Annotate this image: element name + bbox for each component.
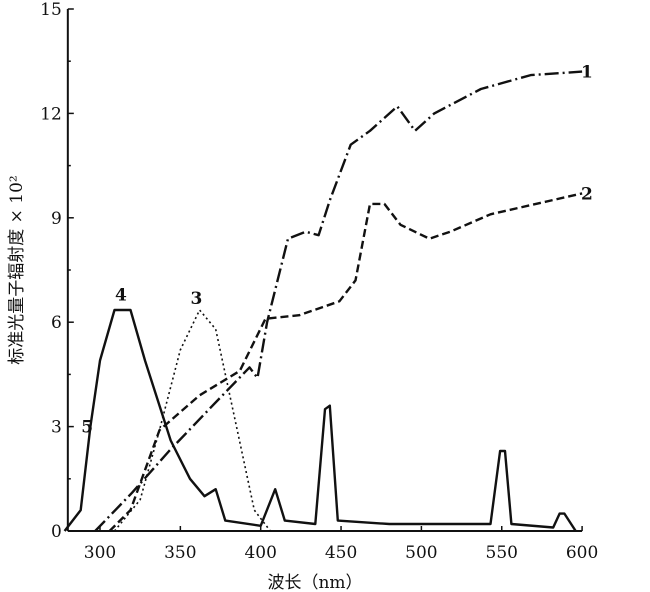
x-tick-label: 550 — [486, 543, 518, 563]
x-tick-label: 500 — [405, 543, 437, 563]
y-tick-label: 0 — [51, 522, 62, 542]
series-3-line — [113, 309, 271, 532]
curve-label-4: 4 — [115, 285, 127, 305]
x-axis-label: 波长（nm） — [267, 573, 362, 592]
curve-label-5: 5 — [81, 418, 93, 438]
series-1-line — [94, 70, 583, 532]
y-tick-label: 3 — [51, 418, 62, 438]
series-group — [63, 70, 583, 532]
x-tick-label: 600 — [566, 543, 598, 563]
series-4-line — [63, 308, 577, 532]
x-tick-label: 400 — [244, 543, 276, 563]
curve-label-3: 3 — [190, 289, 202, 309]
y-tick-label: 9 — [51, 209, 62, 229]
y-tick-label: 6 — [51, 313, 62, 333]
curve-label-1: 1 — [581, 63, 593, 83]
curve-label-2: 2 — [581, 184, 593, 204]
labels-group: 1 2 3 4 5 — [81, 63, 593, 438]
x-tick-label: 350 — [164, 543, 196, 563]
x-tick-label: 300 — [84, 543, 116, 563]
y-axis-label: 标准光量子辐射度 × 10² — [7, 175, 27, 365]
x-tick-label: 450 — [325, 543, 357, 563]
y-tick-label: 12 — [40, 104, 62, 124]
y-tick-label: 15 — [40, 0, 62, 20]
series-2-line — [108, 192, 583, 532]
